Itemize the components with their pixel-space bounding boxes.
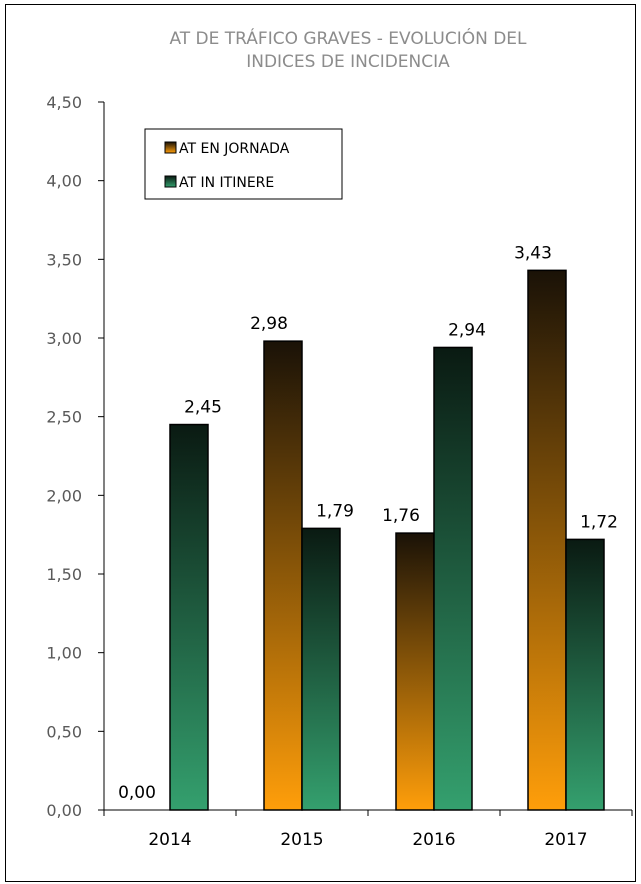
legend-label-itinere: AT IN ITINERE — [179, 175, 274, 191]
bar-jornada-2017 — [527, 269, 567, 811]
y-tick-label: 3,00 — [46, 329, 82, 348]
y-tick-label: 2,00 — [46, 486, 82, 505]
x-tick-label: 2015 — [280, 830, 323, 850]
x-tick-label: 2014 — [148, 830, 191, 850]
data-label-itinere-2016: 2,94 — [448, 320, 486, 340]
y-tick-label: 0,50 — [46, 722, 82, 741]
y-tick-label: 1,00 — [46, 644, 82, 663]
bar-jornada-2016 — [395, 532, 435, 811]
legend-swatch-jornada — [164, 141, 177, 154]
data-label-jornada-2017: 3,43 — [514, 243, 552, 263]
bar-itinere-2015 — [301, 527, 341, 811]
x-tick-label: 2016 — [412, 830, 455, 850]
y-tick-label: 3,50 — [46, 250, 82, 269]
legend-swatch-itinere — [164, 175, 177, 188]
data-label-itinere-2015: 1,79 — [316, 501, 354, 521]
y-tick-label: 4,50 — [46, 93, 82, 112]
y-tick-label: 4,00 — [46, 172, 82, 191]
y-tick-label: 0,00 — [46, 801, 82, 820]
data-label-jornada-2015: 2,98 — [250, 314, 288, 334]
legend-label-jornada: AT EN JORNADA — [179, 141, 290, 157]
data-label-itinere-2014: 2,45 — [184, 398, 222, 418]
chart-title-line-1: AT DE TRÁFICO GRAVES - EVOLUCIÓN DEL — [169, 27, 527, 49]
bar-itinere-2017 — [565, 538, 605, 811]
data-label-jornada-2016: 1,76 — [382, 506, 420, 526]
chart-title-line-2: INDICES DE INCIDENCIA — [246, 52, 450, 72]
data-label-jornada-2014: 0,00 — [118, 783, 156, 803]
x-tick-label: 2017 — [544, 830, 587, 850]
bar-itinere-2014 — [169, 423, 209, 811]
legend-box — [144, 128, 343, 200]
y-tick-label: 2,50 — [46, 408, 82, 427]
bar-jornada-2015 — [263, 340, 303, 811]
bar-itinere-2016 — [433, 346, 473, 811]
legend: AT EN JORNADA AT IN ITINERE — [144, 128, 343, 200]
y-tick-label: 1,50 — [46, 565, 82, 584]
data-label-itinere-2017: 1,72 — [580, 512, 618, 532]
